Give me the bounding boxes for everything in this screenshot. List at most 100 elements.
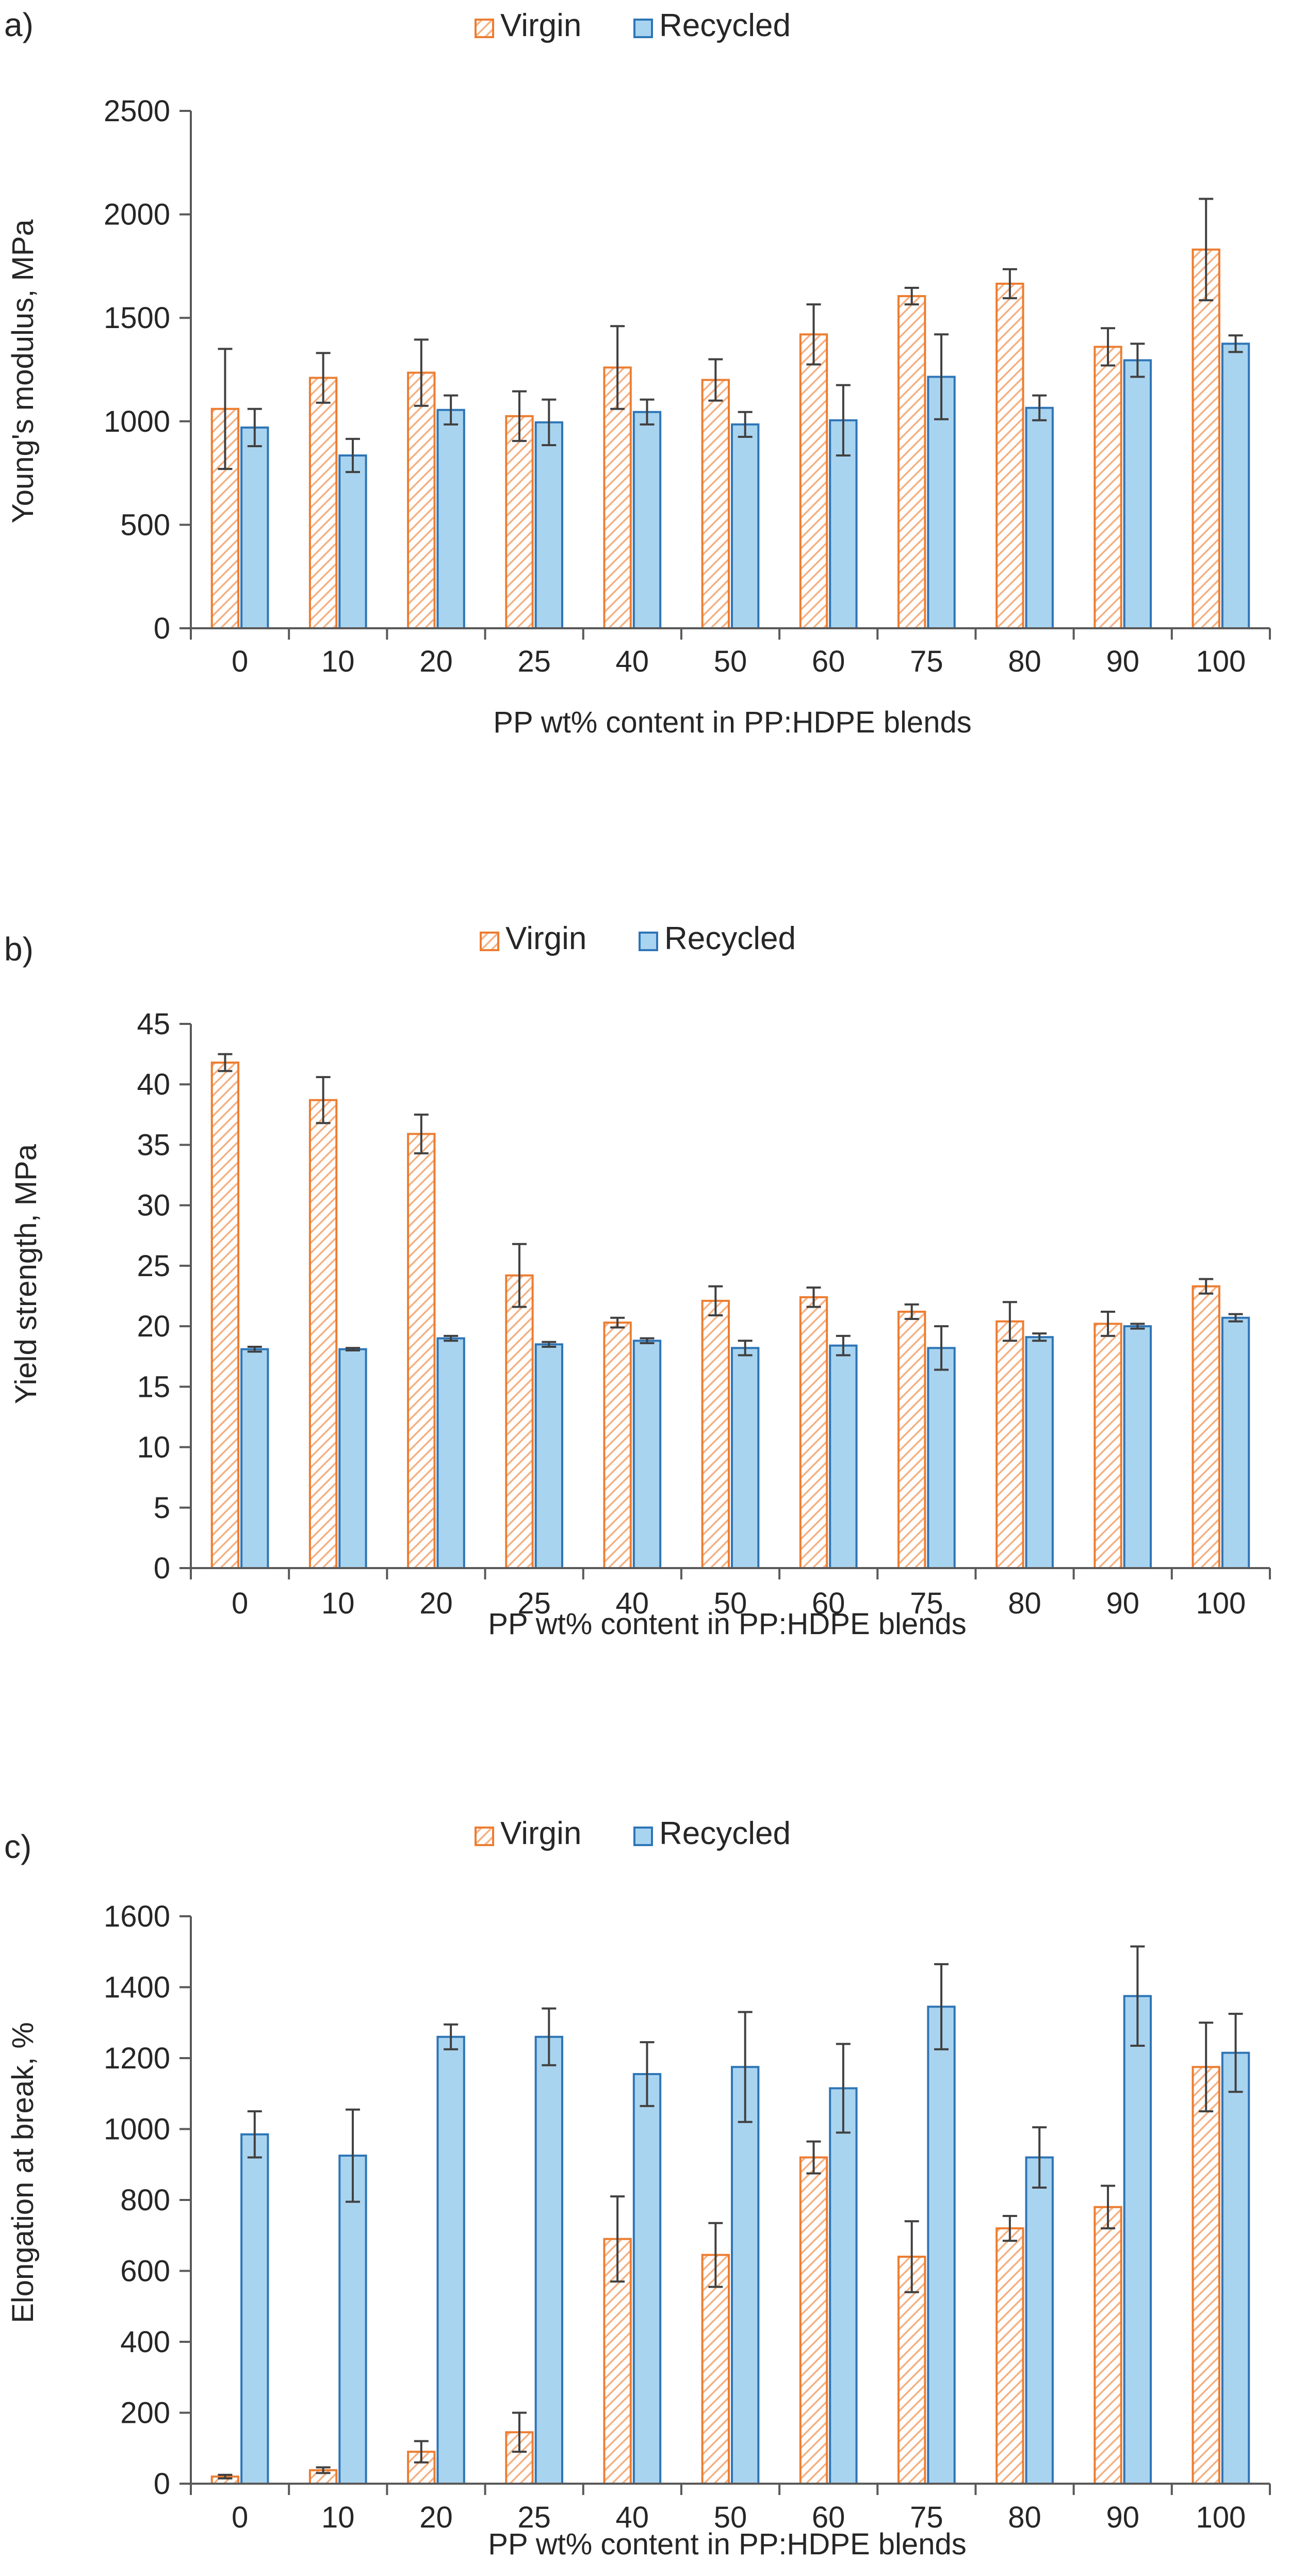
panel-label: c) [4,1828,31,1865]
x-tick-label: 0 [232,1587,248,1620]
x-tick-label: 100 [1196,1587,1246,1620]
y-tick-label: 30 [137,1189,170,1222]
y-tick-label: 40 [137,1068,170,1101]
recycled-bar [829,2087,858,2485]
x-tick-label: 50 [714,2501,747,2534]
legend-swatch-virgin [475,1827,494,1846]
recycled-error-bar [247,407,262,447]
virgin-error-bar [610,1316,625,1329]
x-tick-label: 60 [812,645,845,678]
virgin-error-bar [1199,198,1214,302]
recycled-error-bar [1130,1945,1145,2047]
recycled-error-bar [738,2011,753,2123]
virgin-bar [407,1133,436,1570]
y-tick-label: 1000 [104,2113,170,2146]
virgin-error-bar [708,358,723,402]
legend-swatch-recycled [639,932,658,951]
virgin-bar [897,295,926,629]
recycled-bar [632,1340,662,1569]
y-tick-label: 2500 [104,94,170,128]
recycled-bar [1221,1316,1250,1569]
y-tick-label: 1200 [104,2042,170,2075]
virgin-error-bar [806,303,821,366]
virgin-error-bar [904,1303,919,1320]
legend: Virgin Recycled [475,1816,791,1851]
recycled-bar [731,2066,760,2485]
virgin-error-bar [316,1076,331,1124]
virgin-error-bar [1002,1301,1017,1342]
y-axis-title: Young's modulus, MPa [6,219,40,524]
x-tick-label: 80 [1008,645,1041,678]
x-tick-label: 25 [517,1587,551,1620]
virgin-error-bar [512,1243,527,1308]
recycled-bar [632,411,662,629]
recycled-error-bar [640,2041,655,2107]
legend-label-virgin: Virgin [505,921,586,956]
recycled-error-bar [1228,1313,1243,1323]
legend-label-recycled: Recycled [664,921,796,956]
y-tick-label: 5 [154,1491,170,1525]
recycled-error-bar [444,394,459,426]
recycled-error-bar [345,437,360,474]
recycled-error-bar [836,384,851,456]
x-axis-title: PP wt% content in PP:HDPE blends [493,706,971,739]
recycled-bar [731,423,760,629]
virgin-error-bar [218,1053,233,1072]
recycled-error-bar [836,2043,851,2134]
y-tick-label: 200 [120,2396,170,2430]
x-tick-label: 40 [616,2501,649,2534]
x-tick-label: 90 [1106,645,1139,678]
x-tick-label: 10 [321,1587,355,1620]
x-tick-label: 75 [910,1587,943,1620]
recycled-error-bar [542,398,557,446]
recycled-bar [240,2133,269,2485]
virgin-bar [995,1320,1024,1570]
virgin-error-bar [1199,2021,1214,2113]
y-tick-label: 0 [154,1552,170,1585]
recycled-error-bar [247,1345,262,1353]
virgin-bar [1191,248,1220,629]
x-tick-label: 10 [321,2501,355,2534]
virgin-bar [701,379,730,629]
y-tick-label: 1400 [104,1971,170,2004]
legend-label-recycled: Recycled [659,8,791,43]
y-tick-label: 1000 [104,405,170,438]
recycled-error-bar [738,1340,753,1357]
y-axis-title: Yield strength, MPa [9,1144,43,1404]
x-axis-title: PP wt% content in PP:HDPE blends [488,2528,966,2561]
recycled-error-bar [1130,1323,1145,1330]
recycled-error-bar [542,2007,557,2066]
recycled-bar [436,1337,465,1570]
recycled-bar [338,1348,367,1569]
virgin-error-bar [1101,1310,1116,1337]
recycled-error-bar [640,398,655,426]
chart-panel-c: c) Virgin Recycled Elongation at break, … [4,1816,1271,2561]
virgin-error-bar [414,338,429,407]
recycled-bar [1025,1336,1054,1570]
legend-label-virgin: Virgin [500,8,581,43]
virgin-error-bar [414,2440,429,2464]
x-tick-label: 40 [616,1587,649,1620]
recycled-error-bar [1032,394,1047,421]
recycled-bar [632,2073,662,2485]
y-tick-label: 2000 [104,198,170,232]
legend-swatch-virgin [475,19,494,38]
virgin-error-bar [218,348,233,470]
recycled-bar [1221,343,1250,629]
virgin-error-bar [512,2411,527,2453]
recycled-bar [1025,2156,1054,2485]
x-tick-label: 90 [1106,2501,1139,2534]
virgin-error-bar [218,2473,233,2480]
virgin-bar [799,333,828,629]
virgin-error-bar [1002,2214,1017,2242]
y-tick-label: 1600 [104,1900,170,1933]
recycled-bar [1123,359,1152,629]
virgin-bar [603,1322,632,1570]
recycled-bar [927,2006,956,2485]
y-tick-label: 10 [137,1431,170,1464]
recycled-bar [240,1348,269,1569]
x-tick-label: 80 [1008,1587,1041,1620]
virgin-error-bar [414,1113,429,1154]
virgin-error-bar [904,2220,919,2293]
